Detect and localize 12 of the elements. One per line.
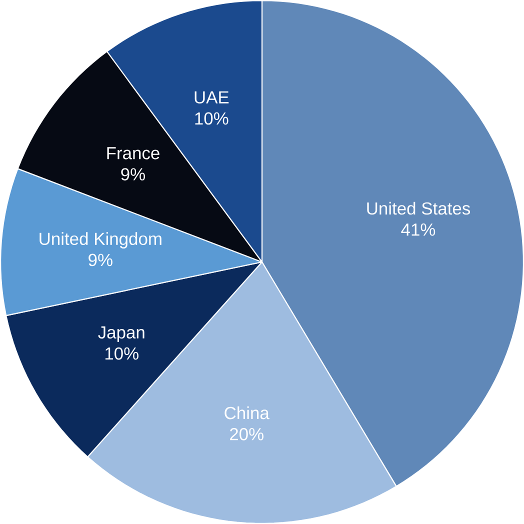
data-label: 10% bbox=[195, 112, 228, 125]
slice-label: Japan bbox=[98, 326, 144, 342]
data-label: 10% bbox=[105, 347, 138, 360]
slice-label: UAE bbox=[194, 91, 229, 104]
slice-label: China bbox=[224, 406, 270, 420]
slice-label: France bbox=[107, 147, 160, 160]
data-label: 9% bbox=[121, 168, 145, 180]
data-label: 41% bbox=[401, 224, 436, 236]
slice-label: United States bbox=[367, 202, 470, 215]
data-label: 9% bbox=[88, 254, 112, 266]
slice-label: United Kingdom bbox=[40, 232, 162, 248]
data-label: 20% bbox=[230, 428, 264, 440]
